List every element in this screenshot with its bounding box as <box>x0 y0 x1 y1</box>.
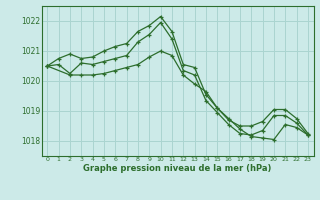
X-axis label: Graphe pression niveau de la mer (hPa): Graphe pression niveau de la mer (hPa) <box>84 164 272 173</box>
